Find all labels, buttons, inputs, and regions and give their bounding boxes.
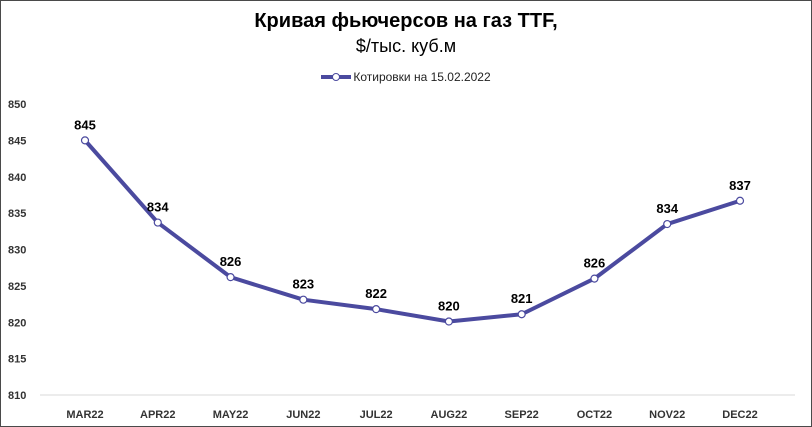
data-point (372, 305, 381, 314)
data-label: 834 (147, 200, 169, 215)
data-label: 826 (220, 254, 242, 269)
x-tick-label: OCT22 (577, 409, 612, 421)
data-point (80, 136, 90, 145)
legend-label: Котировки на 15.02.2022 (353, 70, 491, 84)
data-point (226, 273, 235, 282)
y-tick-label: 825 (8, 281, 26, 293)
x-tick-label: MAR22 (66, 409, 103, 421)
chart-legend: Котировки на 15.02.2022 (0, 70, 812, 84)
data-label: 823 (292, 277, 314, 292)
x-tick-label: DEC22 (722, 409, 757, 421)
x-tick-label: MAY22 (213, 409, 249, 421)
data-label: 820 (438, 299, 460, 314)
x-tick-label: JUN22 (286, 409, 320, 421)
y-tick-label: 830 (8, 245, 26, 257)
data-point (663, 219, 672, 229)
data-point (299, 295, 308, 304)
y-tick-label: 835 (8, 208, 26, 220)
data-label: 845 (74, 117, 96, 132)
data-label: 837 (729, 178, 751, 193)
y-tick-label: 840 (8, 172, 26, 184)
data-label: 826 (584, 256, 606, 271)
legend-swatch (321, 72, 352, 82)
y-tick-label: 845 (8, 135, 26, 147)
data-label: 822 (365, 286, 387, 301)
data-point (735, 196, 745, 205)
y-tick-label: 815 (8, 354, 26, 366)
x-tick-label: NOV22 (649, 409, 685, 421)
chart-title: Кривая фьючерсов на газ TTF, (254, 10, 558, 32)
x-tick-label: SEP22 (505, 409, 539, 421)
data-label: 834 (656, 201, 678, 216)
x-tick-label: APR22 (140, 409, 175, 421)
series-line (83, 138, 742, 324)
data-point (153, 218, 162, 227)
data-point (517, 310, 526, 319)
x-tick-label: AUG22 (431, 409, 468, 421)
data-label: 821 (511, 291, 533, 306)
chart-subtitle: $/тыс. куб.м (355, 36, 457, 56)
y-tick-label: 820 (8, 317, 26, 329)
x-tick-label: JUL22 (360, 409, 393, 421)
y-tick-label: 810 (8, 390, 26, 402)
y-tick-label: 850 (8, 99, 26, 111)
data-point (590, 274, 599, 283)
data-point (444, 317, 453, 326)
